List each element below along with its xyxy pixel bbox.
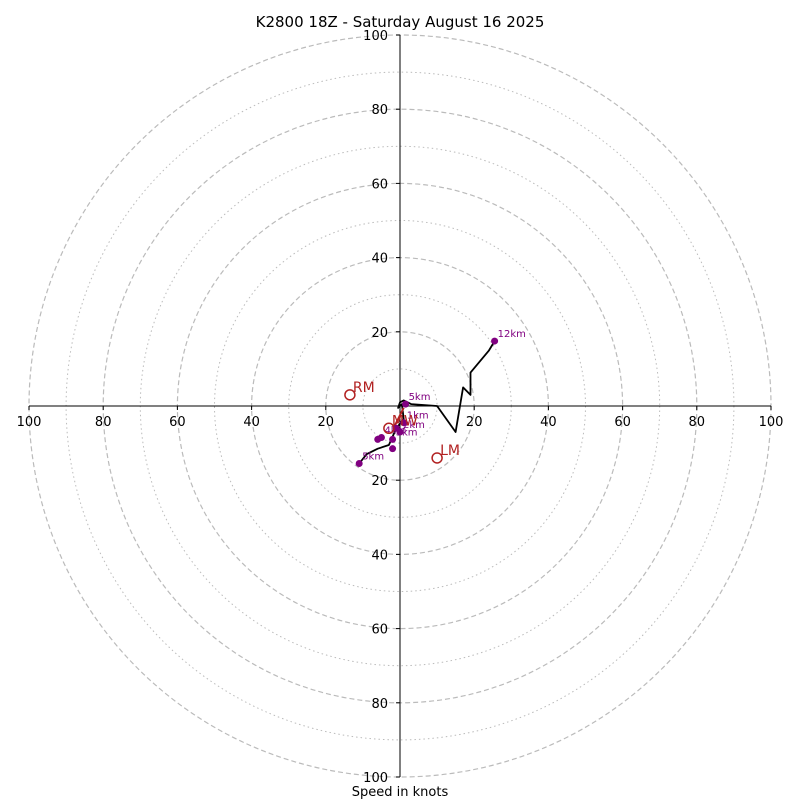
y-tick-label: 80 — [371, 697, 388, 712]
height-point — [389, 445, 397, 453]
height-point — [377, 434, 385, 442]
height-point — [491, 337, 499, 345]
storm-marker-mw — [383, 422, 395, 435]
x-tick-label: 80 — [95, 415, 112, 430]
height-point-label: 12km — [498, 329, 526, 340]
chart-title: K2800 18Z - Saturday August 16 2025 — [256, 13, 545, 31]
y-tick-label: 20 — [371, 326, 388, 341]
storm-marker-label: MW — [392, 413, 418, 429]
height-point — [402, 400, 410, 408]
storm-marker-rm — [344, 389, 356, 401]
x-tick-label: 60 — [169, 415, 186, 430]
height-point — [400, 419, 408, 427]
height-point — [392, 424, 400, 432]
storm-marker-label: RM — [353, 380, 375, 396]
y-tick-label: 60 — [371, 623, 388, 638]
tick-labels: 100 80 60 40 20 20 40 60 80 100 100 80 60 40 20 20 40 60 8… — [17, 29, 784, 786]
x-tick-label: 20 — [466, 415, 483, 430]
height-point-label: 1km — [407, 411, 429, 422]
x-tick-label: 60 — [614, 415, 631, 430]
height-point — [355, 460, 363, 468]
hodograph-trace-group — [358, 340, 496, 465]
height-point-label: 5km — [409, 392, 431, 403]
height-point-label: 3km — [396, 427, 418, 438]
x-tick-label: 100 — [759, 415, 784, 430]
storm-motion-vector — [393, 407, 405, 427]
hodograph-trace — [358, 340, 496, 465]
height-point — [389, 435, 397, 443]
x-axis-label: Speed in knots — [352, 785, 449, 800]
y-tick-label: 40 — [371, 548, 388, 563]
x-tick-label: 40 — [243, 415, 260, 430]
y-tick-label: 20 — [371, 474, 388, 489]
x-tick-label: 100 — [17, 415, 42, 430]
storm-marker-lm — [431, 452, 443, 464]
y-tick-label: 80 — [371, 103, 388, 118]
storm-markers: RM LM MW — [344, 380, 460, 464]
height-points: 5km4km3km2km1km5km12km — [355, 329, 526, 468]
x-tick-label: 40 — [540, 415, 557, 430]
y-tick-label: 100 — [363, 771, 388, 786]
y-tick-label: 60 — [371, 177, 388, 192]
height-point-label: 5km — [362, 452, 384, 463]
y-tick-label: 100 — [363, 29, 388, 44]
x-tick-label: 80 — [689, 415, 706, 430]
height-point-label: 2km — [403, 420, 425, 431]
y-tick-label: 40 — [371, 252, 388, 267]
storm-marker-label: LM — [440, 443, 460, 459]
x-tick-label: 20 — [318, 415, 335, 430]
